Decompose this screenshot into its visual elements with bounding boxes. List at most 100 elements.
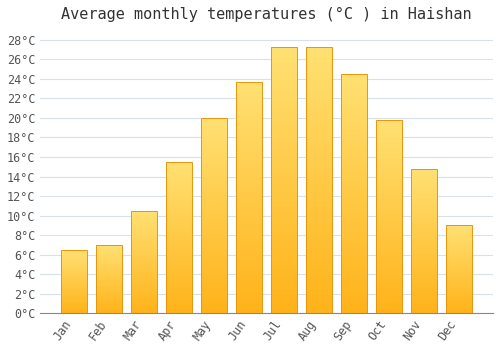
Bar (201, 222, 228, 223)
Bar (96, 311, 122, 312)
Bar (411, 184, 438, 186)
Bar (341, 304, 367, 306)
Bar (61, 310, 87, 311)
Bar (166, 277, 192, 278)
Bar (96, 251, 122, 252)
Bar (446, 266, 472, 267)
Bar (201, 247, 228, 249)
Bar (236, 234, 262, 237)
Bar (306, 71, 332, 74)
Bar (411, 182, 438, 183)
Bar (376, 180, 402, 182)
Bar (61, 279, 87, 280)
Bar (131, 228, 157, 229)
Bar (236, 142, 262, 144)
Bar (201, 290, 228, 292)
Bar (201, 268, 228, 270)
Bar (341, 148, 367, 150)
Bar (236, 281, 262, 283)
Bar (96, 260, 122, 261)
Bar (236, 241, 262, 244)
Bar (271, 74, 297, 76)
Bar (236, 209, 262, 211)
Bar (446, 258, 472, 259)
Bar (411, 218, 438, 219)
Bar (341, 241, 367, 244)
Bar (201, 306, 228, 307)
Bar (411, 232, 438, 234)
Bar (61, 254, 87, 255)
Bar (131, 243, 157, 244)
Bar (306, 63, 332, 65)
Bar (341, 86, 367, 88)
Bar (306, 220, 332, 223)
Bar (376, 296, 402, 298)
Bar (96, 258, 122, 259)
Bar (411, 248, 438, 250)
Bar (306, 193, 332, 196)
Bar (131, 268, 157, 269)
Bar (201, 130, 228, 132)
Bar (411, 196, 438, 198)
Bar (271, 257, 297, 260)
Bar (166, 180, 192, 182)
Bar (446, 261, 472, 262)
Bar (306, 89, 332, 92)
Bar (411, 261, 438, 262)
Bar (341, 230, 367, 232)
Bar (96, 257, 122, 258)
Bar (271, 273, 297, 276)
Bar (446, 238, 472, 239)
Bar (166, 201, 192, 203)
Bar (131, 311, 157, 312)
Bar (411, 260, 438, 261)
Bar (131, 303, 157, 304)
Bar (236, 269, 262, 272)
Bar (446, 281, 472, 282)
Bar (131, 284, 157, 285)
Bar (271, 92, 297, 94)
Bar (411, 254, 438, 256)
Bar (271, 212, 297, 215)
Bar (306, 206, 332, 209)
Bar (271, 276, 297, 279)
Bar (446, 295, 472, 296)
Bar (201, 266, 228, 268)
Bar (271, 279, 297, 281)
Bar (131, 220, 157, 221)
Bar (236, 265, 262, 267)
Bar (131, 213, 157, 214)
Bar (166, 204, 192, 206)
Bar (271, 68, 297, 71)
Bar (376, 303, 402, 306)
Bar (236, 82, 262, 313)
Bar (236, 251, 262, 253)
Bar (166, 178, 192, 180)
Bar (306, 233, 332, 236)
Bar (376, 157, 402, 159)
Bar (341, 139, 367, 141)
Bar (446, 312, 472, 313)
Bar (201, 165, 228, 167)
Bar (411, 296, 438, 298)
Bar (341, 237, 367, 239)
Bar (306, 236, 332, 239)
Bar (236, 204, 262, 207)
Bar (446, 237, 472, 238)
Bar (376, 186, 402, 188)
Bar (446, 290, 472, 291)
Bar (166, 312, 192, 313)
Bar (341, 285, 367, 287)
Bar (201, 309, 228, 311)
Bar (341, 273, 367, 275)
Bar (341, 158, 367, 160)
Bar (411, 209, 438, 211)
Bar (201, 147, 228, 149)
Bar (376, 215, 402, 217)
Bar (96, 250, 122, 251)
Bar (341, 146, 367, 148)
Bar (271, 193, 297, 196)
Bar (96, 263, 122, 264)
Bar (61, 283, 87, 284)
Bar (131, 227, 157, 228)
